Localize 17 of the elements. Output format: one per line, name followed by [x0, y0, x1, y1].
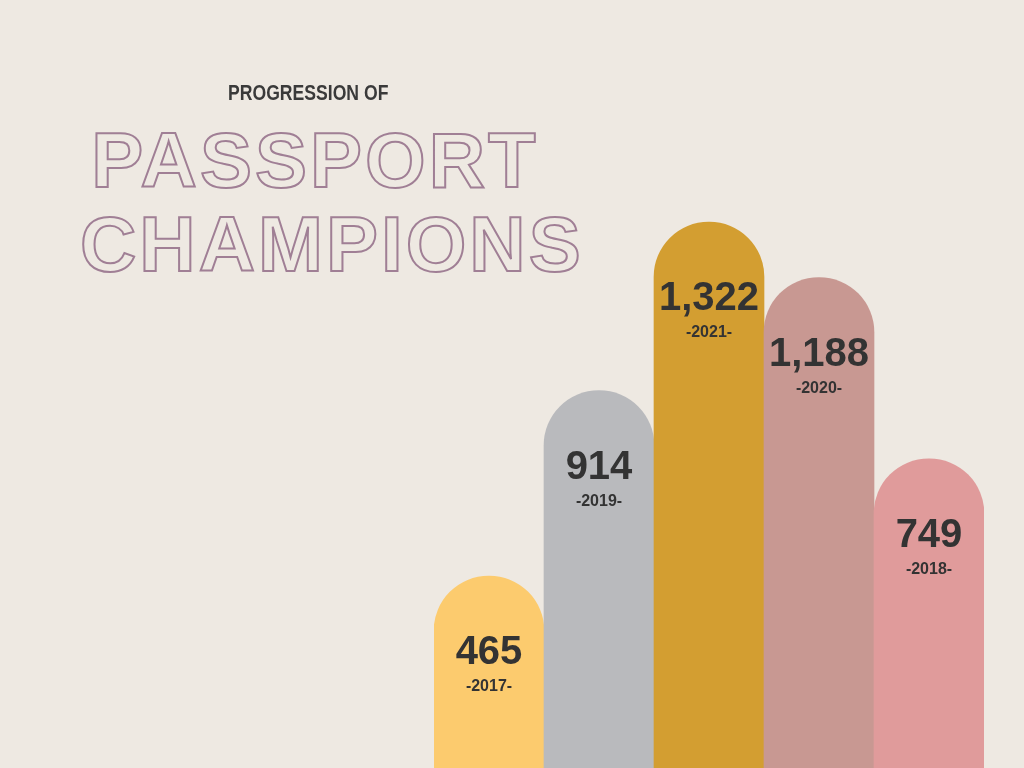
- bar: [763, 277, 875, 768]
- bar: [434, 575, 545, 768]
- data-label: 749: [895, 510, 963, 555]
- x-tick-label: -2021-: [685, 323, 733, 341]
- bar: [873, 458, 984, 768]
- data-label: 914: [565, 442, 634, 487]
- bar: [543, 390, 655, 768]
- chart-subtitle: PROGRESSION OF: [228, 80, 389, 106]
- x-tick-label: -2018-: [905, 559, 953, 577]
- chart-title: PASSPORT CHAMPIONS: [80, 116, 584, 288]
- data-label: 1,188: [768, 329, 870, 374]
- data-label: 1,322: [658, 274, 760, 319]
- x-tick-label: -2017-: [465, 677, 513, 695]
- data-label: 465: [455, 628, 523, 673]
- x-tick-label: -2020-: [795, 378, 843, 396]
- x-tick-label: -2019-: [575, 491, 623, 509]
- bar: [653, 221, 765, 768]
